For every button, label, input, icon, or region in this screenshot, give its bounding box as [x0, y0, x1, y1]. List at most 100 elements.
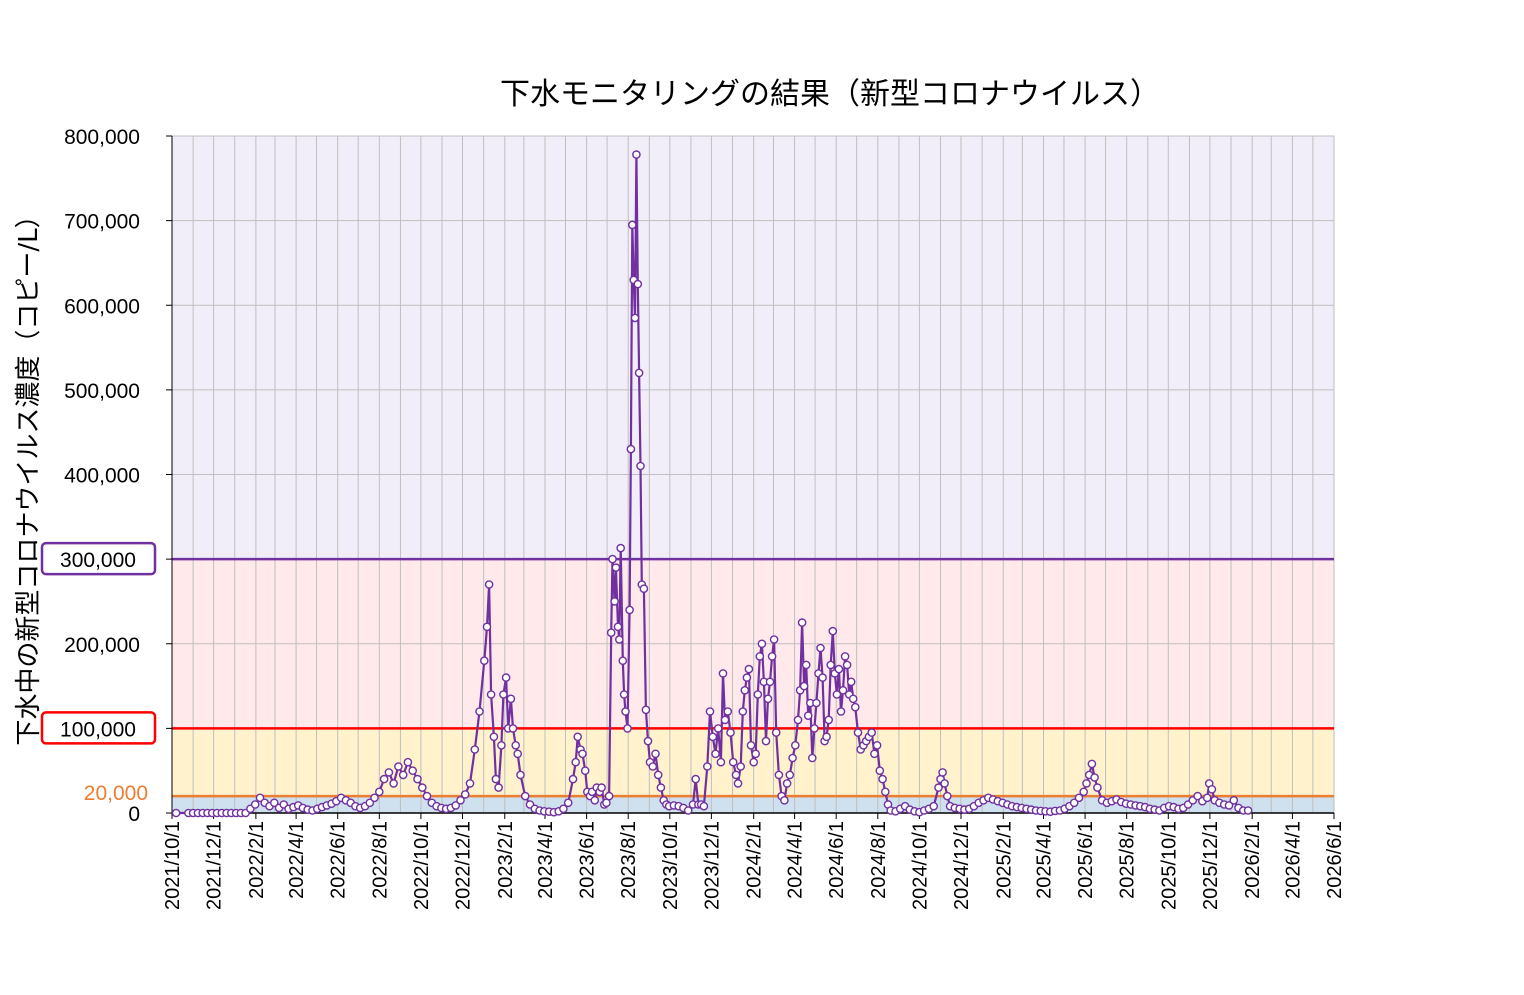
data-point-204: [834, 664, 844, 674]
data-point-149: [711, 749, 720, 759]
data-point-199: [824, 715, 834, 725]
data-point-153: [720, 715, 730, 725]
data-point-133: [656, 783, 666, 792]
data-point-239: [943, 791, 952, 801]
x-tick-label-16: 2024/6/1: [826, 821, 848, 899]
data-point-152: [718, 669, 728, 678]
x-tick-label-1: 2021/12/1: [204, 821, 226, 910]
x-tick-label-17: 2024/8/1: [868, 821, 890, 899]
data-point-183: [791, 741, 800, 750]
x-tick-label-11: 2023/8/1: [618, 821, 640, 899]
data-point-78: [516, 770, 525, 780]
data-point-91: [573, 732, 583, 742]
axes: [166, 135, 1335, 819]
data-point-269: [1082, 779, 1091, 788]
data-point-182: [788, 753, 797, 763]
x-tick-label-28: 2026/6/1: [1324, 821, 1346, 899]
data-point-109: [613, 622, 623, 632]
x-tick-label-9: 2023/4/1: [535, 821, 557, 899]
data-point-57: [451, 801, 461, 810]
y-tick-label-0: 0: [128, 803, 140, 826]
data-point-157: [731, 770, 741, 780]
data-point-114: [621, 707, 630, 716]
data-point-75: [508, 724, 518, 733]
data-point-266: [1069, 798, 1079, 808]
data-point-63: [479, 656, 489, 666]
data-point-195: [816, 643, 825, 653]
data-point-218: [867, 728, 877, 737]
data-point-181: [785, 770, 795, 780]
x-tick-label-14: 2024/2/1: [744, 821, 766, 899]
data-point-296: [1202, 793, 1212, 803]
data-point-41: [374, 787, 384, 797]
data-point-167: [753, 690, 763, 699]
data-point-171: [761, 736, 771, 746]
data-point-79: [520, 791, 530, 801]
data-point-69: [494, 783, 503, 792]
data-point-47: [403, 757, 413, 767]
data-point-173: [765, 677, 775, 687]
data-point-302: [1224, 801, 1234, 810]
x-tick-label-3: 2022/4/1: [286, 821, 308, 899]
data-point-64: [482, 622, 492, 632]
x-tick-label-5: 2022/8/1: [369, 821, 391, 899]
data-point-51: [422, 791, 432, 801]
data-point-156: [728, 757, 738, 767]
data-point-110: [615, 635, 624, 644]
data-point-211: [848, 694, 858, 704]
data-point-68: [491, 774, 501, 784]
data-point-212: [851, 702, 860, 712]
data-point-44: [389, 779, 398, 788]
x-tick-label-8: 2023/2/1: [495, 821, 517, 899]
data-point-39: [365, 798, 375, 808]
data-point-154: [723, 707, 733, 716]
data-point-271: [1087, 759, 1097, 769]
data-point-221: [875, 766, 885, 776]
data-point-148: [708, 732, 718, 742]
data-point-106: [608, 554, 617, 564]
data-point-46: [398, 770, 408, 780]
data-point-65: [484, 580, 494, 589]
data-point-165: [749, 757, 759, 767]
data-point-267: [1074, 793, 1084, 803]
data-point-191: [808, 753, 817, 763]
x-tick-label-4: 2022/6/1: [328, 821, 350, 899]
data-point-98: [590, 796, 600, 805]
data-point-155: [726, 728, 735, 737]
x-tick-label-21: 2025/4/1: [1034, 821, 1056, 899]
data-point-192: [810, 724, 819, 733]
data-point-74: [506, 694, 516, 704]
data-point-298: [1207, 785, 1217, 794]
data-point-120: [630, 313, 640, 323]
data-point-150: [713, 724, 723, 733]
data-point-146: [703, 762, 712, 771]
data-point-0: [171, 808, 181, 818]
data-point-273: [1093, 783, 1102, 792]
data-point-272: [1090, 773, 1099, 782]
y-tick-label-8: 800,000: [64, 126, 140, 149]
data-point-169: [757, 639, 767, 649]
data-point-16: [255, 793, 265, 803]
data-point-147: [705, 707, 715, 716]
data-point-104: [604, 791, 614, 801]
data-point-219: [870, 749, 879, 759]
x-tick-label-19: 2024/12/1: [951, 821, 973, 910]
data-point-161: [740, 686, 750, 695]
data-point-42: [379, 774, 389, 784]
x-tick-label-12: 2023/10/1: [660, 821, 682, 910]
data-point-127: [641, 705, 651, 715]
data-point-76: [511, 741, 521, 750]
ref-label-20000: 20,000: [84, 782, 148, 805]
data-point-222: [878, 774, 887, 784]
x-tick-label-27: 2026/4/1: [1282, 821, 1304, 899]
data-point-105: [606, 628, 616, 638]
x-tick-label-23: 2025/8/1: [1117, 821, 1139, 899]
data-point-122: [633, 279, 643, 289]
data-point-164: [746, 741, 756, 750]
data-point-62: [475, 707, 484, 716]
data-point-151: [716, 757, 726, 767]
data-point-112: [618, 656, 628, 666]
data-point-70: [497, 741, 506, 750]
data-point-118: [628, 220, 637, 230]
